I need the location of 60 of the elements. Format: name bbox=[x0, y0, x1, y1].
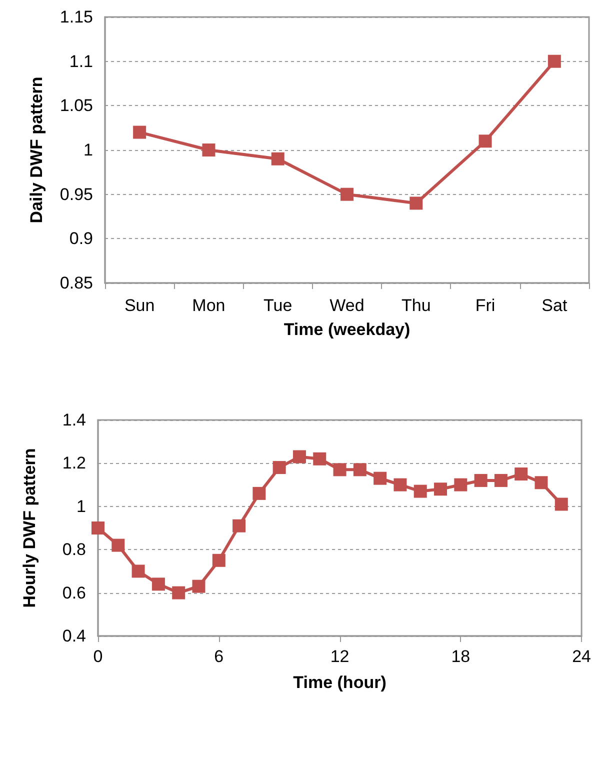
x-tick-label: Sun bbox=[124, 296, 155, 315]
point bbox=[340, 188, 354, 201]
point bbox=[410, 196, 423, 210]
y-tick-label: 0.85 bbox=[60, 274, 93, 292]
x-tick-label: Thu bbox=[401, 296, 431, 315]
point bbox=[172, 586, 186, 600]
x-tick-label: Wed bbox=[330, 296, 364, 315]
y-tick-label: 1.1 bbox=[69, 52, 93, 71]
point bbox=[132, 564, 145, 578]
y-tick-label: 1 bbox=[76, 496, 86, 516]
point bbox=[554, 498, 568, 511]
x-axis-title: Time (weekday) bbox=[284, 320, 410, 339]
point bbox=[534, 476, 548, 490]
point bbox=[353, 463, 366, 476]
point bbox=[152, 578, 165, 591]
y-tick-label: 1 bbox=[84, 140, 93, 160]
point bbox=[112, 538, 125, 552]
y-tick-label: 1.4 bbox=[62, 410, 86, 430]
x-tick-label: 12 bbox=[330, 647, 350, 666]
point bbox=[271, 152, 284, 166]
x-tick-label: Sat bbox=[542, 296, 568, 315]
point bbox=[133, 126, 146, 139]
y-tick-label: 1.15 bbox=[60, 8, 93, 26]
point bbox=[494, 474, 508, 487]
point bbox=[292, 450, 306, 464]
point bbox=[212, 554, 226, 567]
y-tick-label: 0.9 bbox=[69, 229, 93, 248]
x-tick-label: Mon bbox=[192, 296, 226, 315]
x-tick-label: Fri bbox=[475, 296, 496, 315]
x-tick-label: 6 bbox=[214, 647, 224, 666]
y-tick-label: 1.05 bbox=[60, 96, 93, 116]
point bbox=[514, 468, 528, 480]
point bbox=[252, 486, 266, 500]
point bbox=[434, 482, 448, 496]
y-tick-label: 1.2 bbox=[62, 454, 86, 473]
x-tick-label: 24 bbox=[572, 647, 592, 666]
point bbox=[333, 463, 346, 476]
point bbox=[232, 519, 246, 532]
y-tick-label: 0.4 bbox=[62, 626, 86, 646]
point bbox=[272, 461, 286, 474]
y-tick-label: 0.95 bbox=[60, 184, 93, 204]
y-tick-label: 0.6 bbox=[62, 583, 86, 602]
point bbox=[478, 134, 492, 148]
x-tick-label: 0 bbox=[93, 647, 103, 666]
point bbox=[202, 144, 216, 156]
x-tick-label: Tue bbox=[264, 296, 292, 315]
y-axis-title: Daily DWF pattern bbox=[27, 76, 46, 224]
point bbox=[474, 474, 488, 487]
point bbox=[414, 484, 427, 498]
point bbox=[454, 478, 468, 492]
y-tick-label: 0.8 bbox=[62, 540, 86, 560]
x-axis-title: Time (hour) bbox=[293, 673, 386, 692]
point bbox=[192, 580, 206, 593]
point bbox=[374, 472, 387, 485]
point bbox=[313, 452, 326, 466]
point bbox=[92, 522, 104, 534]
x-tick-label: 18 bbox=[451, 647, 470, 666]
point bbox=[394, 478, 407, 492]
y-axis-title: Hourly DWF pattern bbox=[20, 448, 39, 608]
point bbox=[548, 54, 561, 68]
